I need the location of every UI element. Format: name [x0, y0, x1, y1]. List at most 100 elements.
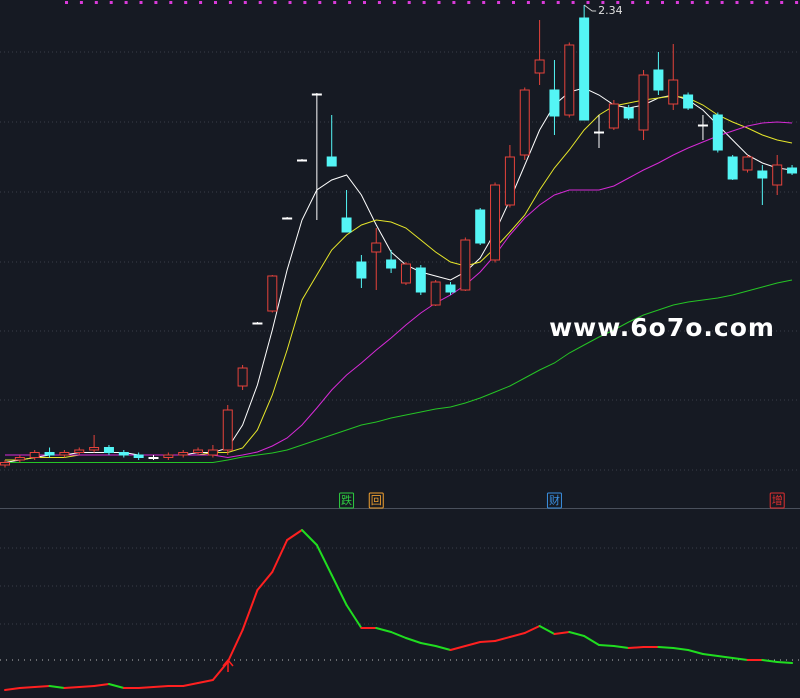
top-dot: [482, 1, 486, 4]
candle-body: [757, 170, 768, 179]
top-dot: [199, 1, 203, 4]
top-dot: [720, 1, 724, 4]
top-dot: [467, 1, 471, 4]
indicator-segment: [538, 625, 556, 635]
top-dot: [526, 1, 530, 4]
top-dot: [288, 1, 292, 4]
grid: [0, 51, 800, 625]
top-dot: [318, 1, 322, 4]
top-dot: [407, 1, 411, 4]
top-dot: [452, 1, 456, 4]
top-dot: [571, 1, 575, 4]
indicator-segment: [301, 529, 318, 546]
candle-body: [519, 89, 530, 156]
indicator-segment: [345, 604, 363, 629]
candle-body: [386, 259, 397, 269]
candle-body: [118, 452, 129, 456]
candle-body: [534, 59, 545, 74]
candle-body: [29, 452, 40, 458]
candle-body: [89, 447, 100, 451]
top-dot: [690, 1, 694, 4]
indicator-segment: [182, 682, 200, 687]
indicator-segment: [375, 627, 393, 633]
top-dot: [377, 1, 381, 4]
signal-box: [546, 492, 562, 509]
candle-body: [326, 156, 337, 167]
indicator-segment: [731, 657, 749, 661]
top-dot: [497, 1, 501, 4]
indicator-segment: [137, 686, 155, 689]
top-dot: [214, 1, 217, 4]
top-dot: [65, 1, 68, 4]
indicator-segment: [390, 631, 407, 639]
indicator-segment: [48, 685, 66, 689]
indicator-segment: [657, 646, 675, 649]
signal-box: [339, 492, 355, 509]
candle-body: [430, 281, 441, 306]
top-dot: [795, 1, 799, 4]
candle-body: [742, 156, 753, 171]
indicator-segment: [687, 649, 704, 655]
indicator-segment: [627, 646, 645, 649]
top-dot: [79, 1, 83, 4]
indicator-segment: [256, 571, 274, 591]
candle-body: [549, 89, 560, 117]
top-dot: [169, 1, 173, 4]
indicator-segment: [523, 625, 541, 634]
candle-body: [133, 454, 144, 458]
candle-body: [668, 79, 679, 105]
top-dot: [348, 1, 352, 4]
signal-label: 财: [549, 493, 560, 507]
candle-body: [193, 449, 204, 453]
top-dot: [675, 1, 679, 4]
indicator-segment: [315, 544, 333, 576]
indicator-segment: [226, 629, 244, 663]
indicator-segment: [419, 642, 437, 647]
candle-body: [638, 74, 649, 131]
indicator-segment: [701, 653, 719, 657]
indicator-segment: [404, 637, 422, 644]
candle-body: [594, 131, 604, 134]
top-dot: [258, 1, 262, 4]
candle-body: [267, 275, 278, 312]
candle-body: [103, 447, 114, 453]
indicator-segment: [4, 687, 21, 691]
indicator-segment: [716, 655, 734, 659]
signal-label: 回: [371, 494, 382, 507]
top-dot: [363, 1, 366, 4]
top-dot: [303, 1, 307, 4]
candle-body: [207, 449, 218, 456]
indicator-segment: [18, 686, 36, 689]
indicator-segment: [464, 641, 482, 647]
candle-body: [297, 159, 307, 162]
candle-body: [445, 284, 456, 293]
indicator-segment: [197, 679, 214, 684]
top-dot: [333, 1, 337, 4]
top-dot: [586, 1, 590, 4]
candle-body: [371, 242, 382, 253]
candle-body: [712, 114, 723, 151]
top-dot: [750, 1, 754, 4]
top-dot: [780, 1, 784, 4]
top-dot: [243, 1, 247, 4]
candle-body: [74, 449, 85, 453]
indicator-segment: [93, 683, 110, 687]
top-dot: [512, 1, 515, 4]
candle-body: [787, 167, 798, 174]
candle-body: [148, 457, 159, 459]
candle-body: [44, 452, 55, 456]
indicator-segment: [152, 685, 170, 688]
top-dot: [705, 1, 709, 4]
top-dot: [556, 1, 560, 4]
candle-body: [579, 17, 590, 121]
candle-body: [400, 263, 411, 284]
candle-body: [564, 44, 575, 116]
indicator-segment: [286, 529, 303, 541]
candle-body: [237, 367, 248, 387]
moving-average: [5, 279, 793, 463]
top-dot: [661, 1, 664, 4]
candle-body: [356, 261, 367, 279]
indicator-segment: [107, 683, 125, 689]
